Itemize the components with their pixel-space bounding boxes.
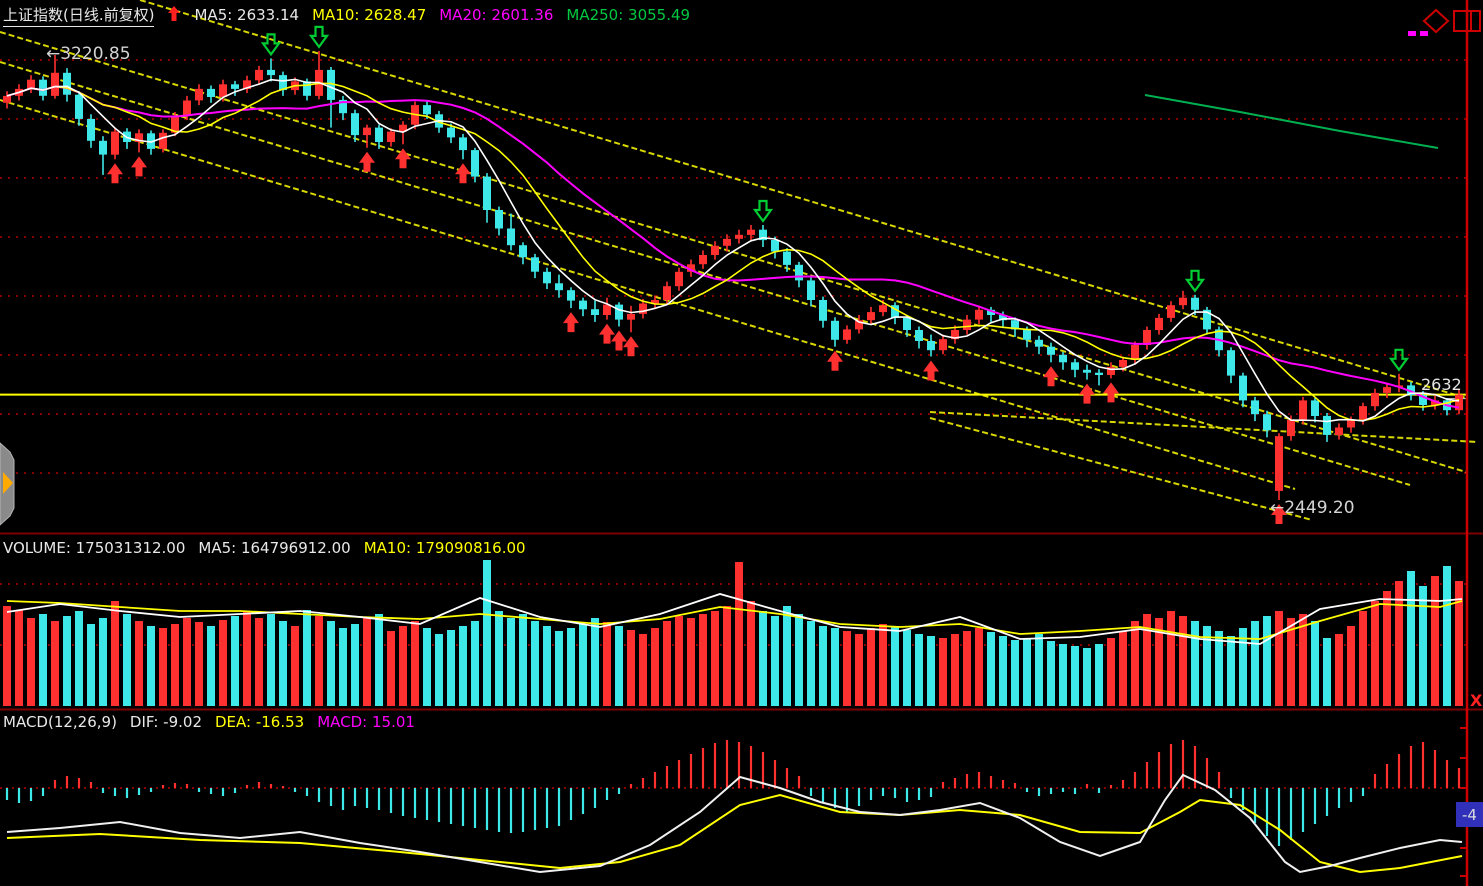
low-price-label: ←2449.20 — [1270, 498, 1355, 518]
current-price-label: 2632 — [1421, 375, 1462, 394]
trend-up-arrow-icon — [167, 5, 181, 27]
volume-value-label: VOLUME: 175031312.00 — [3, 539, 186, 557]
buy-signal-arrow — [923, 360, 939, 381]
buy-signal-arrow — [1103, 382, 1119, 403]
ma20-value-label: MA20: 2601.36 — [439, 6, 554, 24]
buy-signal-arrow — [599, 323, 615, 344]
buy-signal-arrow — [1079, 383, 1095, 404]
close-indicator-button[interactable]: X — [1470, 691, 1483, 710]
sell-signal-arrow — [1184, 269, 1206, 293]
dea-value-label: DEA: -16.53 — [215, 713, 305, 731]
buy-signal-arrow — [1043, 366, 1059, 387]
sell-signal-arrow — [260, 33, 282, 57]
window-restore-icon — [1453, 10, 1481, 32]
ma10-value-label: MA10: 2628.47 — [312, 6, 427, 24]
macd-params-label: MACD(12,26,9) — [3, 713, 117, 731]
buy-signal-arrow — [455, 163, 471, 184]
buy-signal-arrow — [563, 312, 579, 333]
sell-signal-arrow — [752, 199, 774, 223]
expand-arrow-icon — [3, 472, 13, 494]
ma5-value-label: MA5: 2633.14 — [194, 6, 300, 24]
buy-signal-arrow — [395, 148, 411, 169]
instrument-title: 上证指数(日线.前复权) — [3, 5, 155, 27]
volume-ma5-label: MA5: 164796912.00 — [198, 539, 351, 557]
macd-value-label: MACD: 15.01 — [317, 713, 415, 731]
buy-signal-arrow — [107, 163, 123, 184]
volume-header: VOLUME: 175031312.00 MA5: 164796912.00 M… — [3, 538, 526, 558]
buy-signal-arrow — [131, 156, 147, 177]
sell-signal-arrow — [308, 25, 330, 49]
buy-signal-arrow — [827, 350, 843, 371]
volume-ma10-label: MA10: 179090816.00 — [363, 539, 526, 557]
buy-signal-arrow — [1271, 504, 1287, 524]
ma250-value-label: MA250: 3055.49 — [566, 6, 691, 24]
buy-signal-arrow — [623, 336, 639, 357]
high-price-label: ←3220.85 — [46, 44, 131, 64]
buy-signal-arrow — [359, 151, 375, 172]
main-chart-header: 上证指数(日线.前复权) MA5: 2633.14 MA10: 2628.47 … — [3, 5, 690, 27]
sell-signal-arrow — [1388, 348, 1410, 372]
axis-value-badge: -4 — [1456, 802, 1483, 827]
buy-signal-arrow — [611, 330, 627, 351]
macd-header: MACD(12,26,9) DIF: -9.02 DEA: -16.53 MAC… — [3, 712, 415, 732]
dif-value-label: DIF: -9.02 — [129, 713, 202, 731]
diamond-tool-icon — [1422, 8, 1450, 34]
